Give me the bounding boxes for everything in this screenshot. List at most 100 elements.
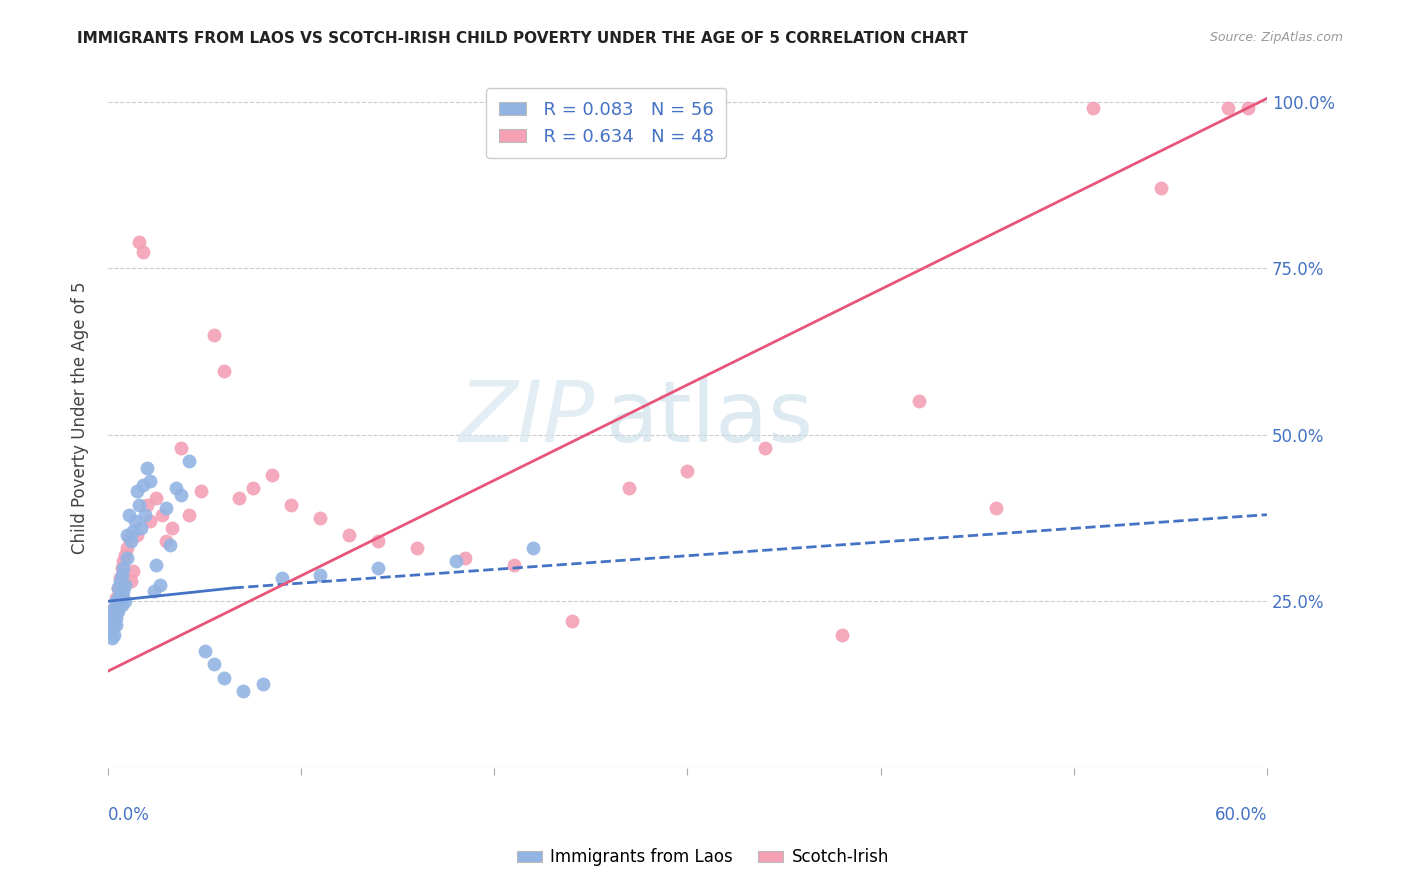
Legend: Immigrants from Laos, Scotch-Irish: Immigrants from Laos, Scotch-Irish (510, 842, 896, 873)
Point (502, 558, 524, 572)
Point (101, 617, 124, 632)
Point (112, 561, 135, 575)
Point (149, 577, 172, 591)
Point (179, 508, 201, 522)
Point (101, 607, 124, 622)
Point (406, 541, 429, 555)
Y-axis label: Child Poverty Under the Age of 5: Child Poverty Under the Age of 5 (72, 282, 89, 554)
Point (110, 598, 132, 612)
Point (120, 534, 142, 549)
Point (228, 491, 250, 505)
Point (619, 481, 641, 495)
Point (125, 484, 148, 499)
Point (117, 527, 139, 541)
Point (309, 567, 332, 582)
Point (1236, 102, 1258, 116)
Point (252, 677, 274, 691)
Point (112, 584, 135, 599)
Point (339, 527, 361, 541)
Point (103, 617, 125, 632)
Point (139, 475, 162, 489)
Point (117, 541, 139, 555)
Point (150, 508, 173, 522)
Point (107, 581, 129, 595)
Point (120, 574, 142, 589)
Point (165, 481, 187, 495)
Point (1081, 102, 1104, 116)
Point (145, 558, 167, 572)
Point (129, 521, 152, 535)
Point (114, 548, 136, 562)
Point (98, 624, 121, 639)
Point (190, 484, 212, 499)
Legend:   R = 0.083   N = 56,   R = 0.634   N = 48: R = 0.083 N = 56, R = 0.634 N = 48 (486, 88, 727, 159)
Point (170, 488, 193, 502)
Point (110, 567, 132, 582)
Point (522, 541, 544, 555)
Point (104, 591, 127, 605)
Point (367, 561, 389, 575)
Point (193, 644, 215, 658)
Point (676, 464, 699, 478)
Point (139, 514, 162, 528)
Point (1218, 102, 1240, 116)
Point (908, 394, 931, 409)
Text: ZIP: ZIP (458, 376, 595, 459)
Point (262, 467, 284, 482)
Point (134, 508, 156, 522)
Point (128, 498, 150, 512)
Point (125, 527, 148, 541)
Point (155, 534, 177, 549)
Point (104, 611, 127, 625)
Point (103, 600, 125, 615)
Text: 0.0%: 0.0% (108, 806, 150, 824)
Point (132, 244, 155, 259)
Point (114, 594, 136, 608)
Point (128, 235, 150, 249)
Point (110, 561, 132, 575)
Point (444, 554, 467, 568)
Point (202, 327, 225, 342)
Point (309, 511, 332, 525)
Point (232, 684, 254, 698)
Point (170, 441, 193, 455)
Point (98, 617, 121, 632)
Point (101, 631, 124, 645)
Point (118, 531, 141, 545)
Point (202, 657, 225, 672)
Point (124, 514, 146, 528)
Point (117, 551, 139, 566)
Point (179, 454, 201, 468)
Point (159, 538, 181, 552)
Point (280, 498, 302, 512)
Point (122, 564, 145, 578)
Point (122, 524, 145, 539)
Point (367, 534, 389, 549)
Point (561, 614, 583, 628)
Point (145, 491, 167, 505)
Point (112, 554, 135, 568)
Text: 60.0%: 60.0% (1215, 806, 1267, 824)
Text: IMMIGRANTS FROM LAOS VS SCOTCH-IRISH CHILD POVERTY UNDER THE AGE OF 5 CORRELATIO: IMMIGRANTS FROM LAOS VS SCOTCH-IRISH CHI… (77, 31, 969, 46)
Point (103, 627, 125, 641)
Point (104, 594, 127, 608)
Point (454, 551, 477, 566)
Point (101, 611, 124, 625)
Point (108, 574, 131, 589)
Point (98, 611, 121, 625)
Point (110, 588, 132, 602)
Point (986, 501, 1008, 516)
Point (135, 498, 157, 512)
Point (107, 604, 129, 618)
Point (104, 604, 127, 618)
Point (1150, 181, 1173, 195)
Point (135, 461, 157, 475)
Point (108, 571, 131, 585)
Point (212, 671, 235, 685)
Point (270, 571, 292, 585)
Point (107, 591, 129, 605)
Point (831, 627, 853, 641)
Point (212, 364, 235, 378)
Point (103, 614, 125, 628)
Point (155, 501, 177, 516)
